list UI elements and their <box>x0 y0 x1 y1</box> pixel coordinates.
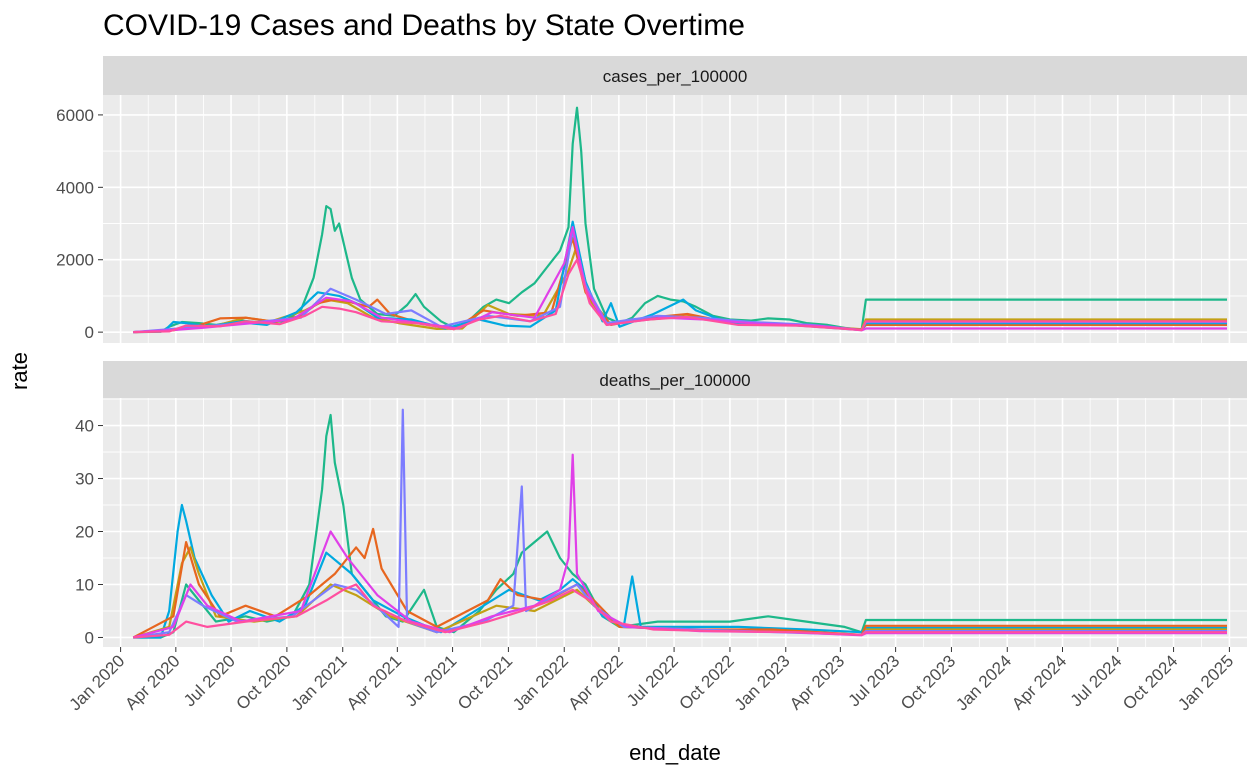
x-tick-label: Oct 2021 <box>454 651 516 713</box>
x-tick-label: Apr 2024 <box>1008 651 1070 713</box>
x-tick-label: Apr 2022 <box>565 651 627 713</box>
x-tick-label: Oct 2024 <box>1119 651 1181 713</box>
y-tick-label: 40 <box>75 417 94 436</box>
panel-deaths <box>103 398 1247 647</box>
y-axis-deaths: 0 10 20 30 40 <box>75 417 103 647</box>
x-tick-label: Jan 2020 <box>66 651 129 714</box>
x-tick-label: Apr 2021 <box>343 651 405 713</box>
x-tick-label: Jul 2020 <box>180 651 239 710</box>
facet-strip-label-deaths: deaths_per_100000 <box>599 371 750 390</box>
series-line-0 <box>133 106 1227 334</box>
facet-cases: cases_per_100000 0 2000 4000 6000 <box>56 56 1247 343</box>
y-axis-title: rate <box>7 352 32 390</box>
x-tick-label: Jul 2023 <box>845 651 904 710</box>
gridlines-deaths <box>103 398 1247 647</box>
series-group-cases <box>133 106 1227 334</box>
panel-cases <box>103 95 1247 343</box>
y-tick-label: 0 <box>85 323 94 342</box>
y-axis-cases: 0 2000 4000 6000 <box>56 106 103 342</box>
gridlines-cases <box>103 95 1247 343</box>
x-tick-label: Jul 2024 <box>1067 651 1126 710</box>
x-axis-title: end_date <box>629 740 721 765</box>
facet-deaths: deaths_per_100000 0 10 20 30 40 <box>75 361 1247 647</box>
x-tick-label: Jan 2025 <box>1174 651 1237 714</box>
y-tick-label: 2000 <box>56 251 94 270</box>
chart-title: COVID-19 Cases and Deaths by State Overt… <box>103 9 745 42</box>
x-tick-label: Jan 2021 <box>288 651 351 714</box>
x-tick-label: Apr 2020 <box>121 651 183 713</box>
y-tick-label: 6000 <box>56 106 94 125</box>
y-tick-label: 30 <box>75 470 94 489</box>
x-tick-label: Apr 2023 <box>786 651 848 713</box>
series-group-deaths <box>132 408 1227 639</box>
series-line-6 <box>133 583 1227 639</box>
x-tick-label: Jan 2024 <box>952 651 1015 714</box>
x-tick-label: Jan 2023 <box>731 651 794 714</box>
x-tick-label: Oct 2020 <box>233 651 295 713</box>
y-tick-label: 0 <box>85 628 94 647</box>
facet-strip-label-cases: cases_per_100000 <box>603 67 748 86</box>
facet-strip-deaths <box>103 361 1247 398</box>
y-tick-label: 20 <box>75 523 94 542</box>
x-tick-label: Oct 2022 <box>676 651 738 713</box>
series-line-6 <box>133 258 1227 334</box>
x-tick-label: Oct 2023 <box>897 651 959 713</box>
x-tick-label: Jul 2022 <box>623 651 682 710</box>
x-tick-label: Jan 2022 <box>509 651 572 714</box>
facet-strip-cases <box>103 56 1247 95</box>
y-tick-label: 10 <box>75 575 94 594</box>
y-tick-label: 4000 <box>56 178 94 197</box>
x-tick-label: Jul 2021 <box>402 651 461 710</box>
